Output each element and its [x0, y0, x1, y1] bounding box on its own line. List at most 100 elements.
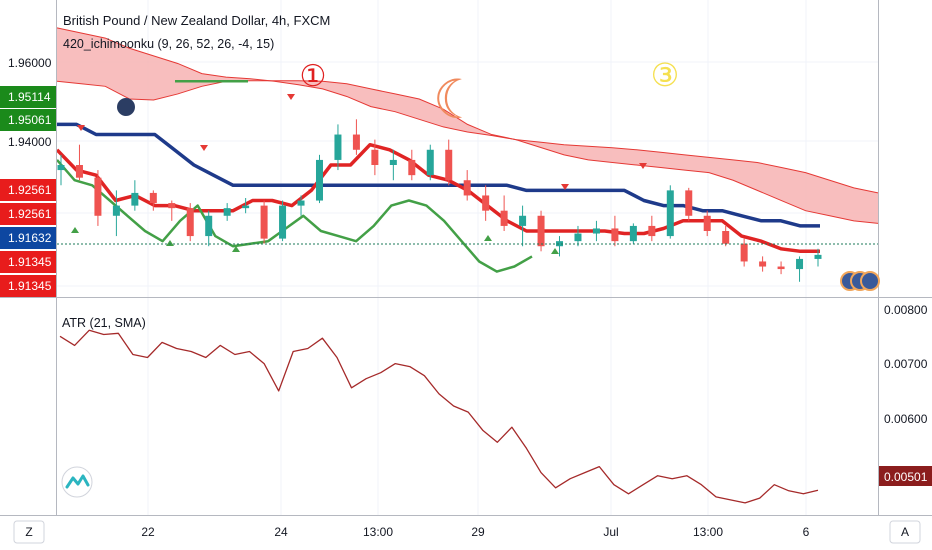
x-tick-label: 24 — [274, 525, 288, 539]
grid — [57, 0, 878, 515]
candle-body — [500, 210, 508, 226]
candle-body — [260, 205, 268, 239]
x-tick-label: Jul — [603, 525, 618, 539]
candle-body — [168, 203, 176, 209]
buy-signal-icon — [232, 246, 240, 252]
signal-markers — [71, 94, 647, 254]
candle-body — [482, 195, 490, 211]
candle-body — [556, 241, 564, 247]
kijun-line — [57, 122, 820, 228]
atr-series — [59, 329, 819, 504]
candle-body — [205, 215, 213, 237]
event-icon[interactable] — [860, 271, 880, 291]
candle-body — [75, 165, 83, 178]
candle-body — [279, 205, 287, 239]
logo-chart-icon — [65, 474, 90, 489]
ichimoku-cloud — [56, 27, 879, 224]
candle-body — [223, 208, 231, 216]
indicator-lines — [55, 122, 820, 273]
chikou-line — [56, 159, 533, 273]
price-badge — [0, 179, 56, 201]
candle-body — [796, 258, 804, 270]
sell-signal-icon — [561, 184, 569, 190]
candle-body — [371, 149, 379, 165]
auto-scale-button[interactable] — [889, 520, 921, 544]
candle-body — [611, 228, 619, 242]
price-badge-label: 1.95061 — [8, 113, 52, 127]
sell-signal-icon — [639, 163, 647, 169]
candle-body — [740, 243, 748, 262]
atr-tick-label: 0.00600 — [884, 412, 928, 426]
candle-body — [94, 177, 102, 216]
x-tick-label: 13:00 — [693, 525, 723, 539]
candle-body — [315, 159, 323, 201]
right-atr-axis: 0.00800 0.00700 0.00600 0.00501 — [879, 303, 932, 486]
left-price-axis: 1.96000 1.94000 — [8, 56, 52, 149]
price-badge-label: 1.92561 — [8, 207, 52, 221]
x-tick-label: 13:00 — [363, 525, 393, 539]
price-badge-label: 1.91345 — [8, 255, 52, 269]
candle-body — [574, 233, 582, 242]
candle-body — [352, 134, 360, 150]
price-badge — [0, 275, 56, 297]
candle-body — [426, 149, 434, 176]
buy-signal-icon — [551, 248, 559, 254]
candle-body — [722, 231, 730, 244]
senkou-span-b — [56, 80, 879, 224]
x-tick-label: 22 — [141, 525, 155, 539]
candle-body — [131, 192, 139, 206]
atr-line — [59, 329, 819, 504]
auto-scale-button-label[interactable]: A — [901, 525, 909, 539]
candlesticks — [57, 119, 822, 282]
kumo-fill — [57, 27, 878, 224]
candle-body — [445, 149, 453, 181]
annotation-circled-three: ③ — [651, 57, 680, 93]
price-badges: 1.95114 1.95061 1.92561 1.92561 1.91632 1.913… — [0, 86, 56, 297]
candle-body — [149, 192, 157, 204]
sell-signal-icon — [287, 94, 295, 100]
atr-label[interactable]: ATR (21, SMA) — [62, 316, 146, 330]
annotation-moon: ☾ — [433, 70, 481, 130]
price-badge-label: 1.91345 — [8, 279, 52, 293]
candle-body — [703, 215, 711, 231]
tenkan-line — [55, 142, 820, 254]
time-axis[interactable]: 22 24 13:00 29 Jul 13:00 6 — [141, 525, 809, 539]
candle-body — [334, 134, 342, 160]
atr-tick-label: 0.00800 — [884, 303, 928, 317]
candle-body — [242, 205, 250, 209]
x-tick-label: 29 — [471, 525, 485, 539]
tradingview-logo[interactable] — [61, 466, 93, 498]
zoom-button-label[interactable]: Z — [25, 525, 32, 539]
price-badge-label: 1.92561 — [8, 183, 52, 197]
candle-body — [648, 225, 656, 237]
candle-body — [666, 190, 674, 237]
price-badge — [0, 251, 56, 273]
buy-signal-icon — [71, 227, 79, 233]
sell-signal-icon — [200, 145, 208, 151]
price-badge-label: 1.91632 — [8, 231, 52, 245]
atr-last-value: 0.00501 — [884, 470, 928, 484]
candle-body — [112, 205, 120, 216]
senkou-span-a — [56, 27, 879, 194]
candle-body — [297, 200, 305, 206]
event-icons[interactable] — [840, 271, 880, 291]
buy-signal-icon — [166, 240, 174, 246]
indicator-label[interactable]: 420_ichimoonku (9, 26, 52, 26, -4, 15) — [63, 37, 274, 51]
price-badge — [0, 227, 56, 249]
annotation-circled-one: ① — [300, 60, 327, 93]
price-badge-label: 1.95114 — [8, 90, 51, 104]
candle-body — [186, 208, 194, 237]
candle-body — [777, 266, 785, 270]
candle-body — [537, 215, 545, 247]
candle-body — [408, 159, 416, 176]
candle-body — [57, 165, 65, 171]
symbol-title: British Pound / New Zealand Dollar, 4h, … — [63, 13, 330, 28]
y-tick-label: 1.94000 — [8, 135, 52, 149]
candle-body — [463, 180, 471, 196]
candle-body — [629, 225, 637, 242]
atr-last-value-badge — [879, 466, 932, 486]
zoom-button[interactable] — [13, 520, 45, 544]
y-tick-label: 1.96000 — [8, 56, 52, 70]
candle-body — [685, 190, 693, 216]
